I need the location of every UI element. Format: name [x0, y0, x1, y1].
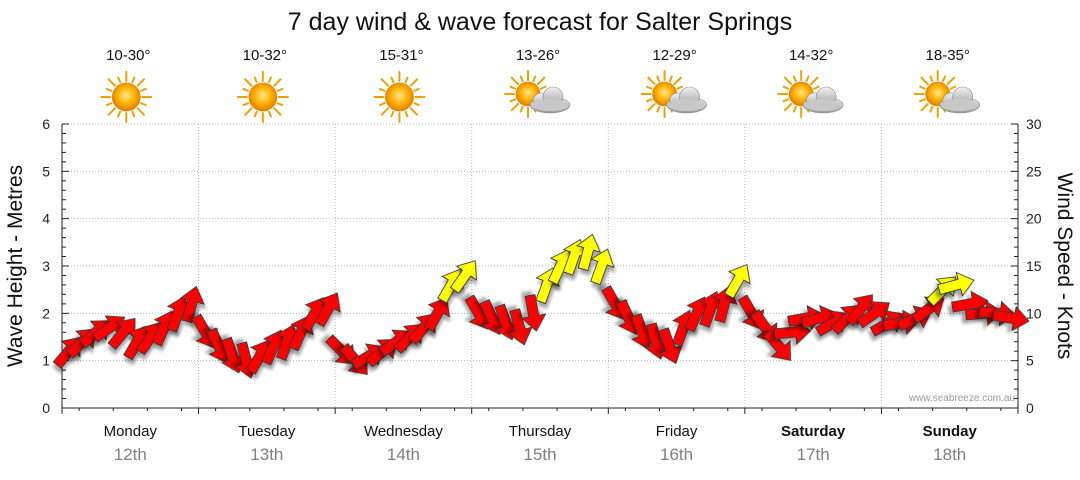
day-name-label: Monday — [104, 423, 158, 440]
right-tick-label: 15 — [1026, 258, 1042, 274]
wind-arrow-shape — [575, 233, 601, 272]
day-name-label: Tuesday — [238, 423, 295, 440]
partly-cloudy-icon — [913, 70, 981, 118]
right-tick-label: 20 — [1026, 211, 1042, 227]
wind-arrow-series — [52, 233, 1030, 379]
cloud-shape — [666, 86, 707, 114]
wind-arrow-shape — [423, 297, 451, 333]
wind-arrow — [520, 294, 547, 332]
axes: 0 1 2 3 4 5 6 0 5 10 15 20 25 30 — [42, 116, 1042, 416]
right-tick-label: 0 — [1026, 400, 1034, 416]
wind-arrow-shape — [449, 260, 477, 294]
sun-disc — [385, 82, 414, 112]
wind-arrow-shape — [724, 263, 751, 299]
day-date-label: 15th — [523, 445, 556, 464]
wind-arrow — [423, 297, 451, 333]
wind-arrow — [992, 305, 1030, 332]
day-temperature: 15-31° — [379, 47, 423, 64]
sun-disc — [248, 82, 278, 112]
wind-arrow — [762, 328, 792, 361]
day-name-label: Wednesday — [364, 423, 443, 440]
watermark: www.seabreeze.com.au — [908, 393, 1015, 404]
wind-arrow-shape — [762, 328, 792, 361]
wind-arrow — [590, 248, 615, 286]
left-tick-label: 4 — [42, 211, 50, 227]
left-tick-label: 5 — [42, 163, 50, 179]
right-tick-label: 30 — [1026, 116, 1042, 132]
sun-icon — [373, 71, 426, 123]
day-temperature: 10-30° — [106, 47, 150, 64]
day-date-label: 14th — [387, 445, 420, 464]
day-temperature: 18-35° — [926, 47, 970, 64]
day-date-label: 18th — [933, 445, 966, 464]
right-tick-label: 5 — [1026, 353, 1034, 369]
gridlines — [62, 123, 1018, 408]
wind-arrow-shape — [507, 308, 533, 346]
day-temperature: 14-32° — [789, 47, 833, 64]
sun-disc — [111, 82, 141, 112]
day-name-label: Saturday — [781, 423, 846, 440]
sun-rays — [236, 71, 289, 123]
wind-arrow — [724, 263, 751, 299]
sun-rays — [100, 71, 153, 123]
wind-arrow-shape — [992, 305, 1030, 332]
wind-arrow-shape — [314, 292, 341, 328]
day-date-label: 13th — [250, 445, 283, 464]
sun-icon — [100, 71, 153, 123]
left-tick-label: 3 — [42, 258, 50, 274]
left-tick-label: 0 — [42, 400, 50, 416]
sun-icon — [236, 71, 289, 123]
chart-title: 7 day wind & wave forecast for Salter Sp… — [288, 8, 792, 36]
wind-arrow — [937, 271, 975, 297]
day-name-label: Sunday — [923, 423, 978, 440]
day-name-label: Thursday — [509, 423, 572, 440]
x-axis-day-labels: Monday 12th Tuesday 13th Wednesday 14th Thursd… — [104, 423, 978, 464]
wind-arrow-shape — [179, 285, 205, 324]
left-tick-label: 1 — [42, 353, 50, 369]
day-temperature: 12-29° — [652, 47, 696, 64]
sun-rays — [373, 71, 426, 123]
cloud-shape — [939, 86, 981, 114]
day-temperature: 13-26° — [516, 47, 560, 64]
day-temperature: 10-32° — [243, 47, 287, 64]
wind-arrow — [575, 233, 601, 272]
wind-arrow — [449, 260, 477, 294]
right-tick-label: 25 — [1026, 163, 1042, 179]
sun-rays — [640, 70, 689, 118]
right-tick-label: 10 — [1026, 305, 1042, 321]
day-forecast-header: 10-30° 10-32° 15-31° 13-26° 12-29° 14-32° 18-3… — [100, 47, 981, 123]
left-tick-label: 6 — [42, 116, 50, 132]
wind-arrow-shape — [937, 271, 975, 297]
wind-arrow-shape — [590, 248, 615, 286]
wind-arrow — [314, 292, 341, 328]
wind-arrow-shape — [520, 294, 547, 332]
wind-arrow — [179, 285, 205, 324]
wind-arrow — [507, 308, 533, 346]
left-axis-label: Wave Height - Metres — [4, 165, 27, 367]
partly-cloudy-icon — [504, 70, 571, 118]
right-axis-label: Wind Speed - Knots — [1053, 173, 1076, 360]
cloud-shape — [802, 86, 844, 114]
partly-cloudy-icon — [640, 70, 707, 118]
day-date-label: 12th — [114, 445, 147, 464]
left-tick-label: 2 — [42, 305, 50, 321]
day-date-label: 16th — [660, 445, 693, 464]
day-name-label: Friday — [656, 423, 698, 440]
cloud-shape — [529, 86, 571, 114]
day-date-label: 17th — [797, 445, 830, 464]
partly-cloudy-icon — [777, 70, 844, 118]
